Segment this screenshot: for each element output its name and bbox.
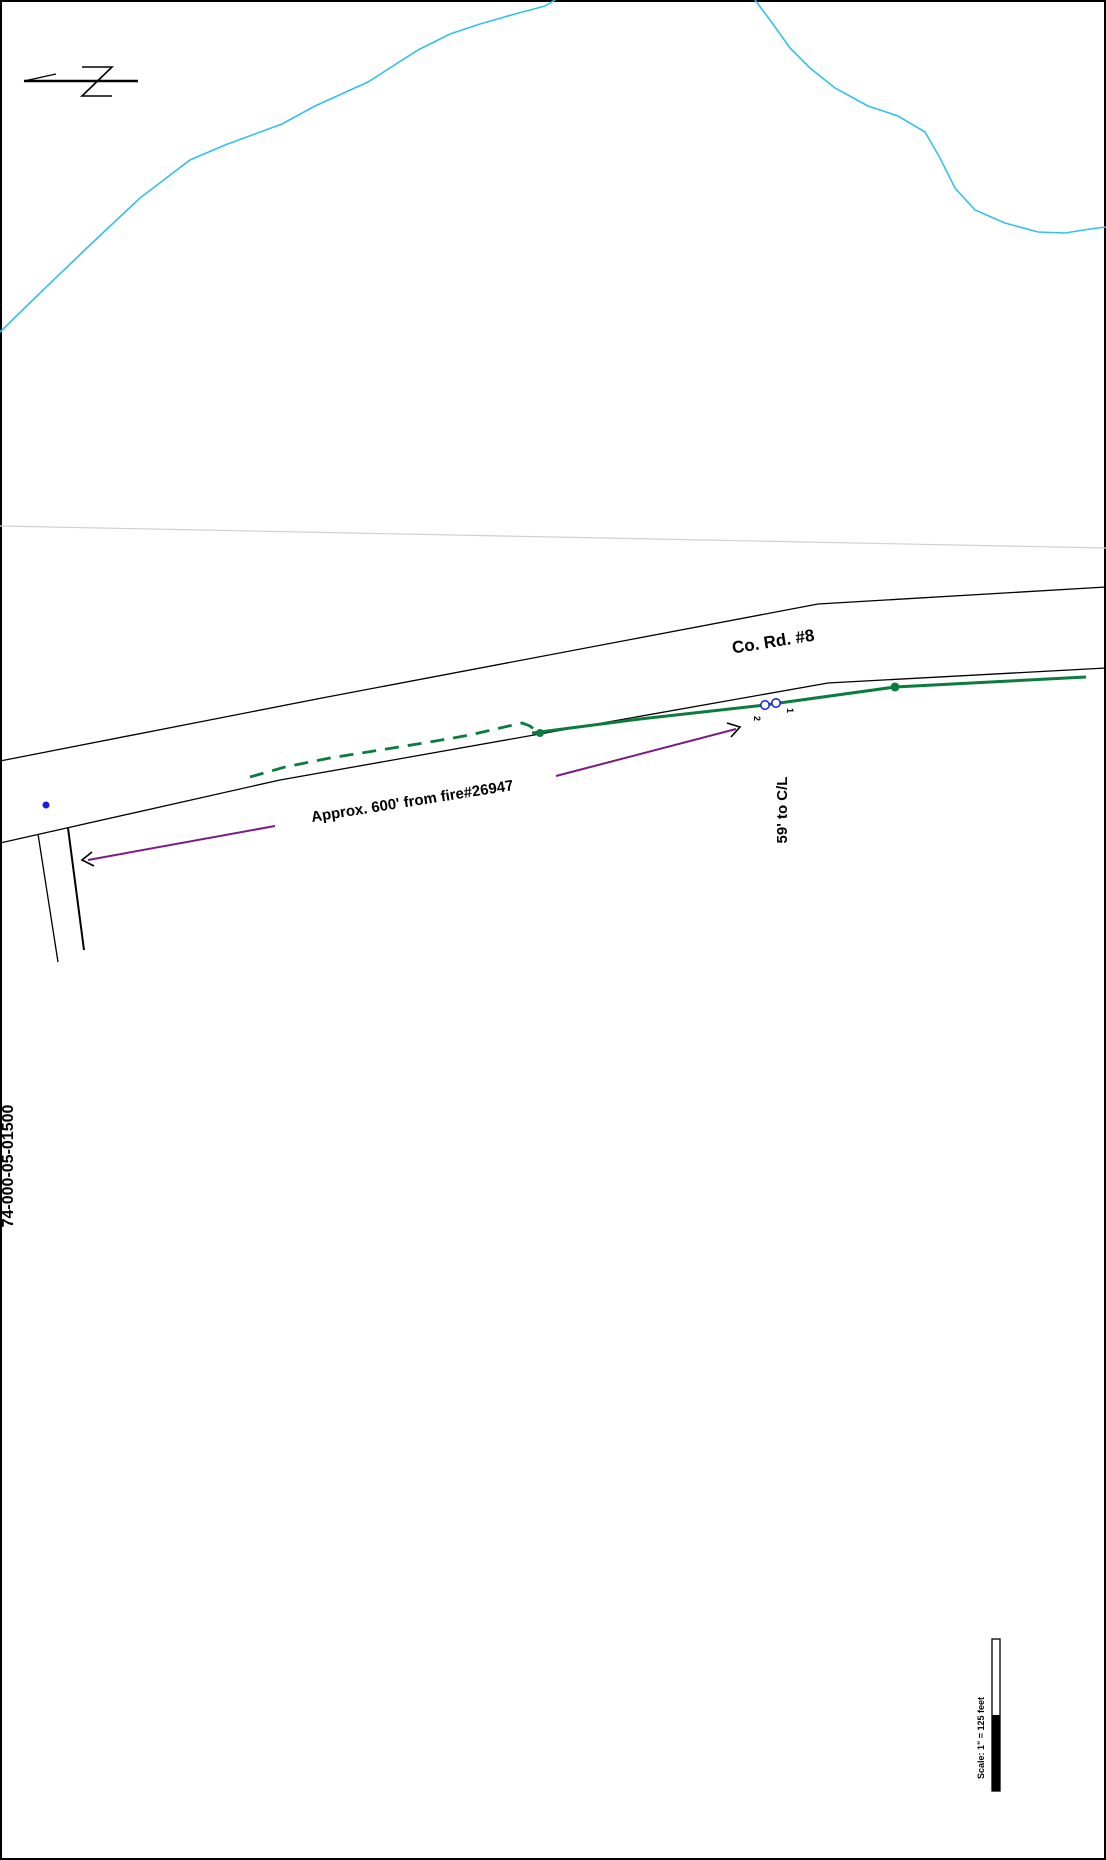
stream-west <box>0 0 556 333</box>
distance-leader-west <box>87 825 276 861</box>
side-road-east-edge <box>67 827 85 951</box>
parcel-id-label: 74-000-05-01500 <box>0 1105 17 1228</box>
point-double-circle-icon <box>760 698 781 710</box>
route-dashed <box>249 721 541 779</box>
scale-bar <box>991 1638 1001 1792</box>
road-south-edge <box>0 667 1106 844</box>
stream-east <box>754 0 1106 234</box>
route-solid <box>531 675 1087 735</box>
parcel-boundary <box>0 525 1106 549</box>
scale-label: Scale: 1" = 125 feet <box>976 1697 986 1779</box>
arrowhead-west-icon <box>80 851 95 867</box>
route-node <box>890 682 900 692</box>
distance-note-label: Approx. 600' from fire#26947 <box>310 777 515 826</box>
north-arrow-icon <box>23 66 138 97</box>
site-marker-dot-icon <box>42 801 50 809</box>
road-name-label: Co. Rd. #8 <box>731 626 816 658</box>
side-road-west-edge <box>37 833 59 963</box>
road-north-edge <box>0 586 1106 762</box>
centerline-offset-label: 59' to C/L <box>774 777 791 844</box>
point-2-label: 2 <box>752 716 762 721</box>
point-1-label: 1 <box>785 708 795 713</box>
distance-leader-east <box>555 728 737 777</box>
arrowhead-east-icon <box>726 722 742 738</box>
route-node <box>536 729 544 737</box>
